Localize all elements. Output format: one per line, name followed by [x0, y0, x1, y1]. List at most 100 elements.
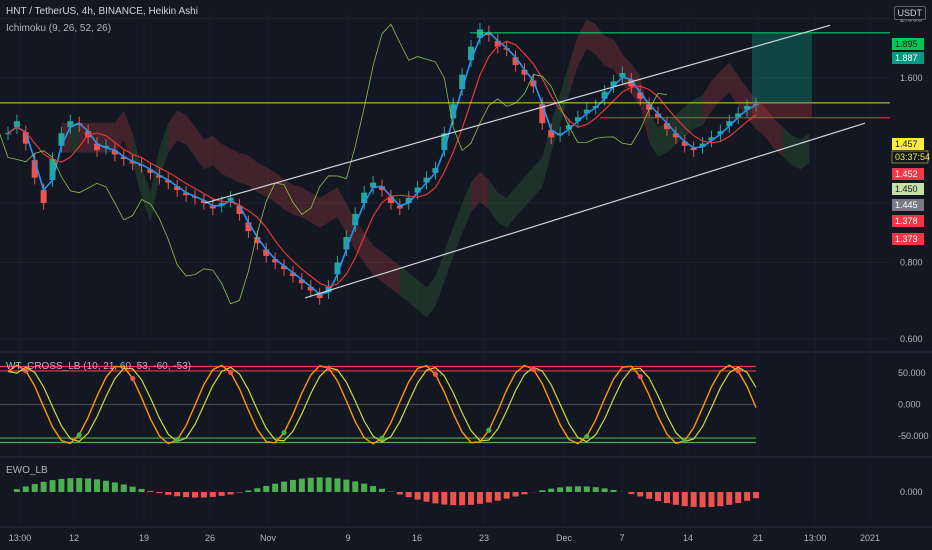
candle-body[interactable] — [58, 133, 65, 146]
candle-body[interactable] — [744, 105, 751, 110]
candle-body[interactable] — [67, 121, 74, 128]
candle-body[interactable] — [735, 113, 742, 118]
channel-lower-line[interactable] — [304, 122, 866, 299]
candle-body[interactable] — [557, 133, 564, 136]
candle-body[interactable] — [31, 160, 38, 178]
candle-body[interactable] — [387, 196, 394, 204]
candle-body[interactable] — [396, 205, 403, 209]
candle-body[interactable] — [628, 79, 635, 87]
candle-body[interactable] — [681, 141, 688, 146]
price-labels: 1.895 1.887 1.457 03:37:54 1.452 1.450 1.445 1.… — [891, 38, 930, 245]
candle-body[interactable] — [414, 187, 421, 193]
candle-body[interactable] — [583, 109, 590, 114]
candle-body[interactable] — [530, 80, 537, 87]
candle-body[interactable] — [370, 182, 377, 188]
candle-body[interactable] — [717, 131, 724, 135]
candle-body[interactable] — [236, 205, 243, 214]
time-tick-label: 2021 — [860, 533, 880, 543]
candle-body[interactable] — [646, 104, 653, 110]
candle-body[interactable] — [200, 200, 207, 204]
candlestick-series[interactable] — [5, 22, 759, 305]
candle-body[interactable] — [548, 130, 555, 138]
price-badge — [892, 233, 924, 245]
price-badge-label: 1.378 — [895, 216, 918, 226]
ewo-bar — [717, 492, 724, 507]
price-axis[interactable]: 2.0001.6001.0000.8000.60050.0000.000-50.… — [898, 14, 929, 497]
candle-body[interactable] — [494, 40, 501, 47]
candle-body[interactable] — [663, 123, 670, 130]
candle-body[interactable] — [379, 186, 385, 191]
candle-body[interactable] — [147, 169, 154, 173]
candle-body[interactable] — [40, 190, 47, 204]
candle-body[interactable] — [476, 29, 483, 38]
candle-body[interactable] — [245, 222, 252, 232]
long-position-target-zone[interactable] — [752, 32, 812, 103]
cloud-segment — [693, 95, 703, 130]
candle-body[interactable] — [263, 249, 270, 256]
channel-upper-line[interactable] — [204, 24, 831, 204]
currency-button[interactable]: USDT — [893, 6, 926, 20]
candle-body[interactable] — [610, 81, 617, 87]
candle-body[interactable] — [672, 133, 679, 138]
candle-body[interactable] — [690, 147, 697, 151]
candle-body[interactable] — [423, 177, 430, 183]
candle-body[interactable] — [254, 237, 261, 244]
candle-body[interactable] — [289, 272, 296, 277]
candle-body[interactable] — [218, 203, 225, 206]
candle-body[interactable] — [361, 192, 368, 204]
candle-body[interactable] — [307, 286, 314, 291]
candle-body[interactable] — [174, 186, 181, 191]
candle-body[interactable] — [209, 205, 216, 209]
candle-body[interactable] — [521, 69, 528, 75]
candle-body[interactable] — [281, 265, 288, 270]
candle-body[interactable] — [227, 197, 234, 201]
candle-body[interactable] — [708, 137, 715, 141]
candle-body[interactable] — [156, 175, 163, 178]
candle-body[interactable] — [49, 158, 56, 181]
candle-body[interactable] — [637, 92, 644, 99]
candle-body[interactable] — [120, 156, 127, 159]
time-axis[interactable]: 13:00 12 19 26 Nov 9 16 23 Dec 7 14 21 13:00 2021 — [9, 533, 880, 543]
candle-body[interactable] — [85, 131, 92, 138]
candle-body[interactable] — [485, 32, 492, 36]
candle-body[interactable] — [432, 168, 439, 173]
candle-body[interactable] — [22, 132, 29, 144]
candle-body[interactable] — [94, 143, 101, 151]
candle-body[interactable] — [165, 180, 172, 183]
cloud-segment — [533, 157, 543, 197]
candle-body[interactable] — [5, 133, 11, 135]
candle-body[interactable] — [574, 117, 581, 122]
candle-body[interactable] — [441, 133, 448, 151]
ewo-bar — [49, 480, 56, 492]
candle-body[interactable] — [316, 294, 323, 298]
candle-body[interactable] — [450, 104, 457, 119]
candle-body[interactable] — [102, 145, 109, 148]
candle-body[interactable] — [111, 150, 118, 155]
candle-body[interactable] — [468, 46, 475, 61]
long-position-stop-zone[interactable] — [752, 102, 812, 118]
candle-body[interactable] — [753, 104, 759, 106]
candle-body[interactable] — [343, 237, 350, 250]
candle-body[interactable] — [334, 262, 341, 275]
chikou-line — [0, 23, 668, 305]
candle-body[interactable] — [512, 57, 519, 65]
candle-body[interactable] — [352, 213, 359, 226]
candle-body[interactable] — [183, 192, 190, 196]
trend-channel[interactable] — [204, 24, 866, 299]
candle-body[interactable] — [129, 161, 136, 164]
candle-body[interactable] — [298, 279, 305, 284]
ewo-bar — [396, 492, 403, 495]
candle-body[interactable] — [699, 143, 706, 147]
candle-body[interactable] — [459, 74, 466, 89]
candle-body[interactable] — [601, 91, 608, 99]
time-tick-label: 21 — [753, 533, 763, 543]
candle-body[interactable] — [726, 121, 733, 127]
candle-body[interactable] — [325, 286, 332, 293]
candle-body[interactable] — [539, 104, 546, 124]
candle-body[interactable] — [405, 197, 412, 204]
candle-body[interactable] — [13, 121, 20, 128]
candle-body[interactable] — [655, 113, 662, 118]
candle-body[interactable] — [619, 73, 626, 78]
candle-body[interactable] — [272, 259, 279, 263]
